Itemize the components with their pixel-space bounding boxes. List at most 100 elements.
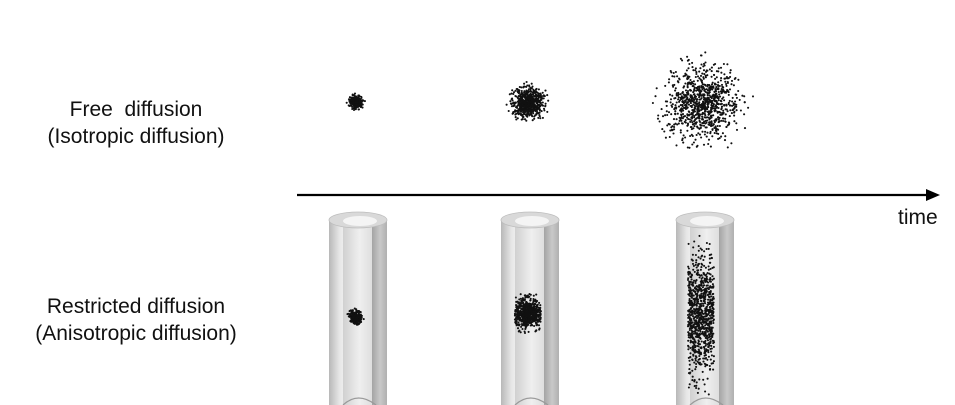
particle xyxy=(694,122,697,125)
particle xyxy=(526,104,529,107)
particle xyxy=(532,94,535,97)
particle xyxy=(357,94,360,97)
particle xyxy=(743,127,747,130)
particle xyxy=(525,97,529,100)
particle xyxy=(517,99,520,102)
particle xyxy=(686,313,690,317)
particle xyxy=(709,117,712,120)
particle xyxy=(700,84,703,88)
particle xyxy=(729,75,732,78)
particle xyxy=(689,126,692,129)
particle xyxy=(692,289,695,292)
particle xyxy=(688,283,691,286)
particle xyxy=(697,108,700,111)
particle xyxy=(696,264,700,267)
particle xyxy=(732,108,735,111)
particle xyxy=(687,271,690,274)
particle xyxy=(711,332,714,335)
particle xyxy=(520,98,523,101)
particle xyxy=(677,91,680,94)
particle xyxy=(707,351,710,354)
particle xyxy=(696,317,699,320)
particle xyxy=(691,369,694,372)
particle xyxy=(717,90,720,94)
particle xyxy=(714,100,717,103)
particle xyxy=(698,93,701,96)
particle xyxy=(701,254,704,257)
particle xyxy=(685,73,688,76)
particle xyxy=(675,107,678,110)
particle xyxy=(727,93,730,96)
particle xyxy=(536,100,539,103)
particle xyxy=(531,85,534,88)
particle xyxy=(531,307,534,310)
particle xyxy=(693,319,696,322)
particle xyxy=(532,297,535,301)
particle xyxy=(717,81,720,84)
particle xyxy=(677,96,680,99)
particle xyxy=(528,113,531,116)
particle xyxy=(688,62,691,66)
particle xyxy=(515,118,518,121)
particle xyxy=(702,357,705,360)
particle xyxy=(722,89,725,92)
particle xyxy=(526,324,529,327)
particle xyxy=(722,119,725,123)
particle xyxy=(528,316,531,319)
particle xyxy=(683,96,686,99)
particle xyxy=(710,295,713,298)
particle xyxy=(512,91,516,94)
particle xyxy=(705,247,708,251)
particle xyxy=(685,91,688,94)
particle xyxy=(525,113,528,116)
particle xyxy=(711,105,714,108)
particle xyxy=(703,264,706,267)
particle xyxy=(729,69,732,72)
particle xyxy=(710,100,713,103)
particle xyxy=(522,314,525,317)
particle xyxy=(699,351,702,354)
particle xyxy=(538,109,541,112)
particle xyxy=(691,348,694,351)
particle xyxy=(681,122,684,125)
particle xyxy=(522,115,525,119)
particle xyxy=(700,248,703,251)
particle xyxy=(703,332,706,335)
particle xyxy=(514,116,517,119)
restricted-particle-cluster-late xyxy=(686,234,716,396)
particle xyxy=(705,305,709,308)
particle xyxy=(363,100,366,103)
particle xyxy=(707,111,710,115)
particle xyxy=(689,324,692,327)
particle xyxy=(693,270,696,273)
particle xyxy=(694,113,697,116)
particle xyxy=(715,86,718,89)
particle xyxy=(539,304,542,307)
particle xyxy=(692,297,695,300)
particle xyxy=(695,72,698,76)
particle xyxy=(521,299,524,302)
particle xyxy=(710,83,714,86)
particle xyxy=(711,102,714,105)
particle xyxy=(707,298,710,301)
particle xyxy=(522,320,525,323)
particle xyxy=(710,322,713,325)
particle xyxy=(689,100,692,103)
particle xyxy=(697,256,700,259)
particle xyxy=(712,345,715,348)
particle xyxy=(711,128,714,131)
particle xyxy=(708,68,711,71)
particle xyxy=(686,146,689,149)
particle xyxy=(688,383,691,386)
particle xyxy=(527,306,530,309)
particle xyxy=(697,314,700,317)
particle xyxy=(525,80,528,84)
particle xyxy=(712,266,715,269)
particle xyxy=(702,316,705,319)
particle xyxy=(702,292,706,295)
particle xyxy=(698,133,702,136)
particle xyxy=(687,315,690,318)
particle xyxy=(677,98,680,101)
particle xyxy=(698,284,701,287)
particle xyxy=(537,88,540,91)
